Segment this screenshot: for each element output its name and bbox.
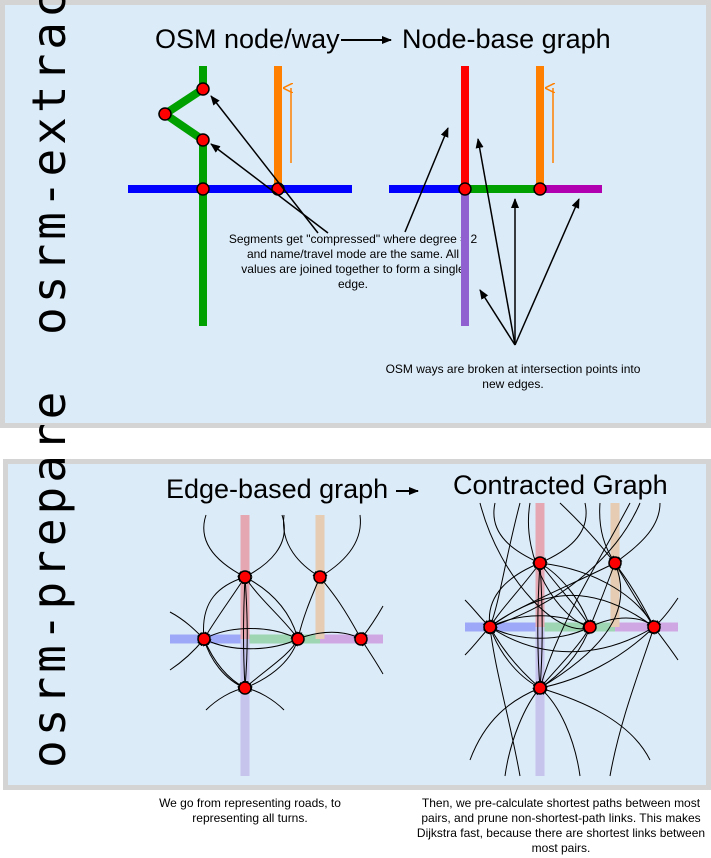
faded-roads	[170, 515, 383, 776]
osm-node-way-diagram	[128, 66, 352, 326]
graph-nodes	[458, 182, 547, 196]
osrm-extract-panel	[0, 0, 711, 428]
osm-node	[196, 182, 210, 196]
graph-node	[533, 182, 547, 196]
osm-node-way-title: OSM node/way	[155, 24, 340, 54]
shortcut-edges	[464, 502, 679, 777]
osm-node	[158, 107, 172, 121]
edge-based-graph-title: Edge-based graph	[166, 474, 389, 504]
contracted-graph-diagram	[464, 502, 679, 777]
osm-nodes	[158, 82, 285, 196]
edge-node	[354, 632, 368, 646]
edge-node	[197, 632, 211, 646]
edge-based-graph-diagram	[169, 514, 384, 776]
edge-node	[238, 570, 252, 584]
contracted-nodes	[483, 556, 661, 695]
extract-annotation-arrows	[210, 95, 580, 346]
green-way	[157, 66, 207, 326]
contracted-node	[483, 620, 497, 634]
osm-node	[271, 182, 285, 196]
edge-node	[313, 570, 327, 584]
node-base-graph-title: Node-base graph	[402, 24, 611, 54]
edge-based-caption: We go from representing roads, to repres…	[159, 796, 341, 825]
compressed-segments-note: Segments get "compressed" where degree =…	[228, 232, 478, 291]
contracted-node	[533, 556, 547, 570]
contracted-caption: Then, we pre-calculate shortest paths be…	[416, 796, 706, 855]
contracted-node	[583, 620, 597, 634]
contracted-node	[647, 620, 661, 634]
node-base-graph-diagram	[389, 66, 602, 326]
edge-based-nodes	[197, 570, 368, 695]
osm-node	[196, 133, 210, 147]
edge-node	[238, 681, 252, 695]
title-arrows	[341, 36, 419, 495]
osm-node	[196, 82, 210, 96]
contracted-graph-title: Contracted Graph	[453, 470, 668, 500]
edge-node	[291, 632, 305, 646]
contracted-node	[533, 681, 547, 695]
broken-ways-note: OSM ways are broken at intersection poin…	[385, 362, 641, 391]
contracted-node	[608, 556, 622, 570]
graph-node	[458, 182, 472, 196]
turn-edges	[169, 514, 384, 711]
